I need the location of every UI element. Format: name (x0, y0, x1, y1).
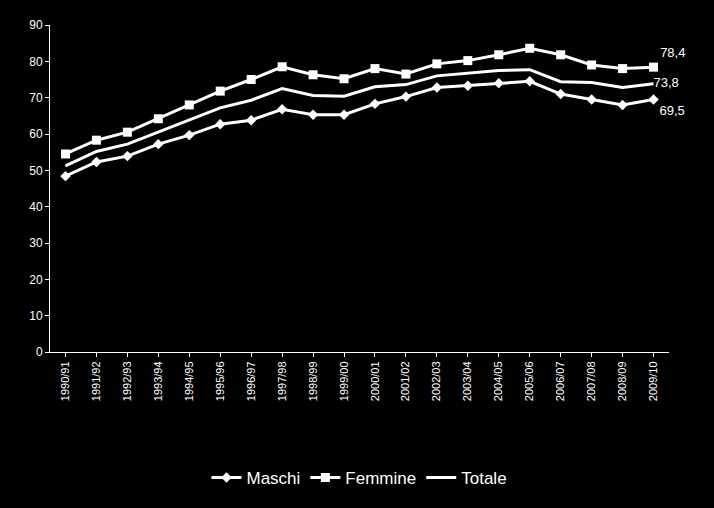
svg-text:69,5: 69,5 (660, 103, 685, 118)
svg-text:0: 0 (36, 345, 43, 359)
svg-text:73,8: 73,8 (654, 75, 679, 90)
svg-text:40: 40 (29, 200, 43, 214)
svg-text:2005/06: 2005/06 (523, 361, 535, 401)
svg-text:1993/94: 1993/94 (152, 361, 164, 401)
svg-text:1994/95: 1994/95 (183, 361, 195, 401)
svg-text:Maschi: Maschi (247, 469, 301, 488)
svg-text:2003/04: 2003/04 (461, 361, 473, 401)
svg-text:78,4: 78,4 (660, 45, 685, 60)
svg-text:2004/05: 2004/05 (492, 361, 504, 401)
svg-text:50: 50 (29, 164, 43, 178)
svg-text:2001/02: 2001/02 (400, 361, 412, 401)
svg-text:1999/00: 1999/00 (338, 361, 350, 401)
svg-text:2008/09: 2008/09 (616, 361, 628, 401)
svg-text:1991/92: 1991/92 (90, 361, 102, 401)
svg-text:30: 30 (29, 236, 43, 250)
svg-text:Femmine: Femmine (345, 469, 416, 488)
svg-text:10: 10 (29, 309, 43, 323)
svg-text:70: 70 (29, 91, 43, 105)
svg-text:1990/91: 1990/91 (59, 361, 71, 401)
svg-text:1995/96: 1995/96 (214, 361, 226, 401)
svg-text:2007/08: 2007/08 (585, 361, 597, 401)
svg-text:2000/01: 2000/01 (369, 361, 381, 401)
svg-text:1997/98: 1997/98 (276, 361, 288, 401)
svg-text:20: 20 (29, 273, 43, 287)
svg-text:80: 80 (29, 55, 43, 69)
svg-text:2002/03: 2002/03 (430, 361, 442, 401)
svg-text:60: 60 (29, 127, 43, 141)
svg-text:90: 90 (29, 18, 43, 32)
svg-text:1998/99: 1998/99 (307, 361, 319, 401)
svg-text:2009/10: 2009/10 (647, 361, 659, 401)
svg-text:1996/97: 1996/97 (245, 361, 257, 401)
svg-text:2006/07: 2006/07 (554, 361, 566, 401)
svg-text:1992/93: 1992/93 (121, 361, 133, 401)
svg-text:Totale: Totale (461, 469, 506, 488)
